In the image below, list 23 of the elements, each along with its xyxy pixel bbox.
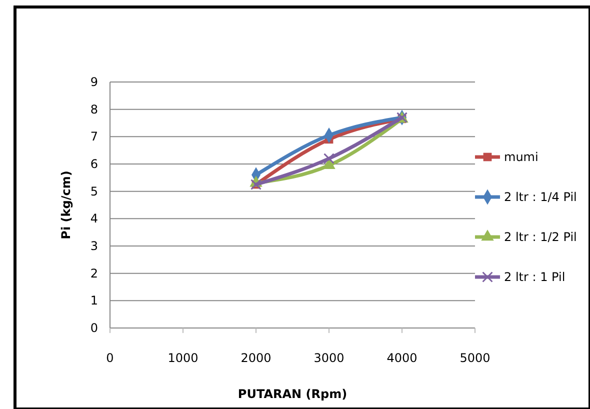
x-tick-label: 2000 (240, 351, 272, 365)
x-tick-label: 1000 (168, 351, 198, 365)
y-tick-label: 6 (90, 157, 98, 171)
x-tick-label: 0 (106, 351, 114, 365)
legend-label: mumi (504, 150, 538, 164)
point (324, 153, 334, 164)
legend-label: 2 ltr : 1 Pil (504, 270, 566, 284)
legend-label: 2 ltr : 1/4 Pil (504, 190, 577, 204)
x-axis-title: PUTARAN (Rpm) (238, 387, 348, 401)
y-tick-label: 0 (90, 321, 98, 335)
legend-label: 2 ltr : 1/2 Pil (504, 230, 577, 244)
y-tick-label: 1 (90, 294, 98, 308)
y-tick-label: 4 (90, 212, 98, 226)
y-tick-label: 7 (90, 130, 98, 144)
y-tick-label: 2 (90, 266, 98, 280)
y-tick-label: 5 (90, 184, 98, 198)
y-tick-label: 3 (90, 239, 98, 253)
x-tick-label: 5000 (460, 351, 490, 365)
y-axis-title: Pi (kg/cm) (59, 170, 73, 240)
y-tick-label: 9 (90, 75, 98, 89)
x-tick-label: 3000 (314, 351, 344, 365)
y-tick-label: 8 (90, 102, 98, 116)
x-tick-label: 4000 (386, 351, 418, 365)
